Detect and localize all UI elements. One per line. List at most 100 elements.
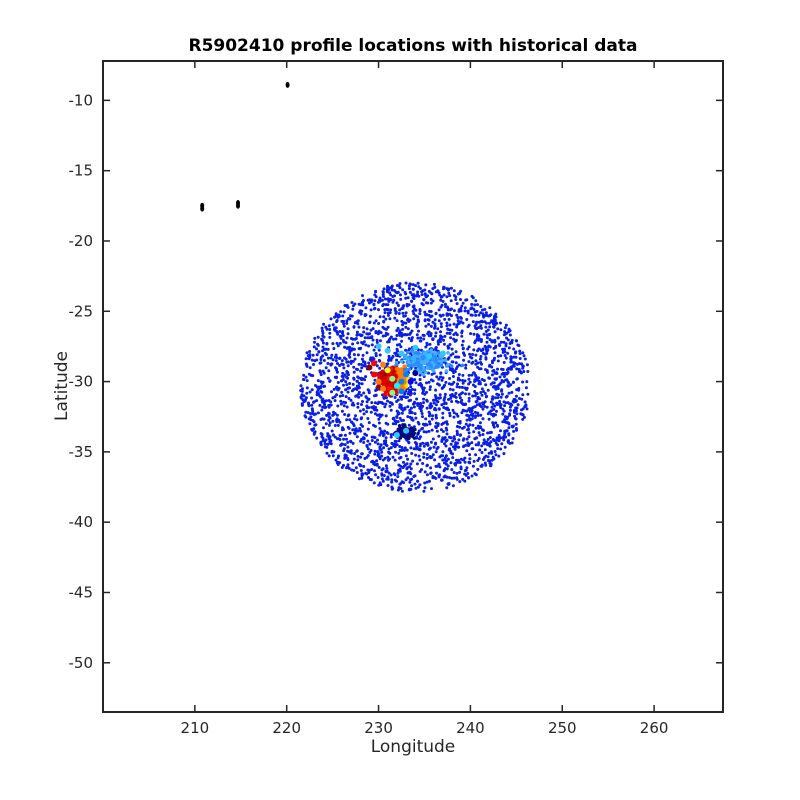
historical-point [401,426,405,430]
historical-point [441,450,445,454]
historical-point [427,313,431,317]
historical-point [524,386,528,390]
historical-point [515,406,519,410]
historical-point [473,416,477,419]
historical-point [484,311,488,315]
historical-point [405,462,409,466]
historical-point [480,405,483,409]
historical-point [416,290,420,294]
historical-point [479,349,483,353]
historical-point [413,388,417,392]
historical-point [494,396,497,400]
historical-point [305,386,309,390]
historical-point [475,333,479,337]
historical-point [416,485,420,489]
historical-point [311,410,315,413]
historical-point [325,451,329,455]
historical-point [472,459,476,463]
historical-point [410,477,414,481]
historical-point [358,428,362,432]
historical-point [357,382,361,385]
historical-point [478,357,482,361]
historical-point [368,442,372,446]
historical-point [399,359,404,364]
historical-point [465,418,469,422]
profile-point [385,372,390,377]
historical-point [416,281,420,285]
historical-point [342,383,345,387]
historical-point [507,346,511,350]
profile-point [403,371,410,378]
historical-point [355,449,359,453]
historical-point [409,406,413,410]
historical-point [452,476,456,480]
historical-point [491,395,495,399]
historical-point [427,429,431,433]
historical-point [511,380,515,384]
historical-point [504,395,508,399]
historical-point [376,438,379,442]
historical-point [373,449,377,453]
historical-point [380,473,384,477]
historical-point [405,302,409,306]
historical-point [348,382,352,385]
historical-point [459,392,463,396]
y-tick-label: -30 [69,373,94,391]
profile-point [382,372,387,377]
historical-point [449,299,453,303]
historical-point [395,363,399,367]
historical-point [501,420,505,424]
historical-point [445,420,449,424]
historical-point [414,453,418,457]
historical-point [402,481,406,485]
historical-point [406,357,410,361]
historical-point [412,344,419,351]
historical-point [355,379,359,383]
historical-point [350,420,353,424]
historical-point [497,383,501,387]
historical-point [504,378,508,382]
historical-point [404,333,408,337]
historical-point [445,321,449,325]
historical-point [455,431,459,435]
historical-point [305,379,309,383]
historical-point [409,446,413,450]
historical-point [337,454,340,458]
historical-point [361,360,365,364]
historical-point [324,325,328,329]
y-tick-label: -50 [69,654,94,672]
historical-point [364,343,368,347]
historical-point [316,411,320,415]
historical-point [490,397,494,401]
historical-point [442,437,446,441]
historical-point [381,334,385,338]
historical-point [331,413,335,417]
historical-point [476,443,480,447]
historical-point [434,416,438,420]
historical-point [380,468,384,472]
historical-point [464,366,468,370]
historical-point [478,448,482,452]
historical-point [351,337,355,341]
historical-point [483,405,487,408]
historical-point [410,411,414,415]
historical-point [403,314,407,318]
historical-point [439,330,442,334]
historical-point [382,295,385,298]
historical-point [423,318,427,322]
historical-point [447,291,451,295]
historical-point [458,291,462,295]
historical-point [495,371,499,375]
historical-point [452,337,456,341]
historical-point [443,392,447,396]
historical-point [496,387,500,390]
historical-point [351,461,355,465]
historical-point [310,396,314,400]
historical-point [471,296,475,300]
historical-point [377,300,380,304]
historical-point [328,331,332,335]
historical-point [467,427,471,431]
historical-point [418,373,422,377]
profile-point [366,364,373,371]
